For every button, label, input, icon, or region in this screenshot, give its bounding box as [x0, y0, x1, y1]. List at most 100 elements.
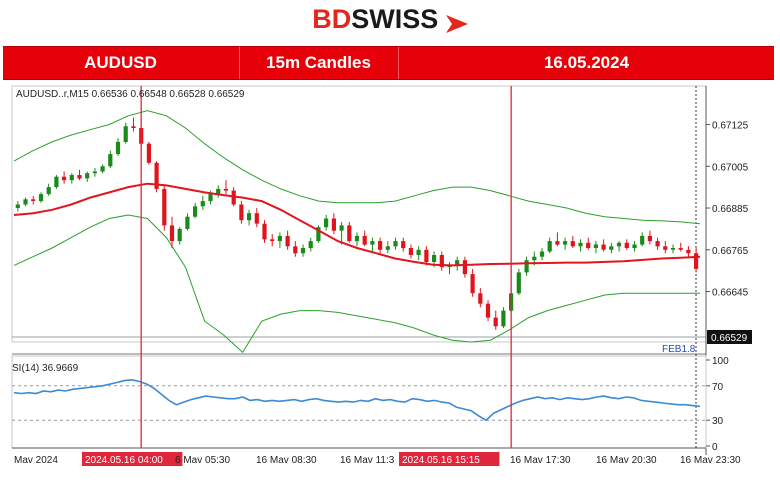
time-axis-label: 2024.05.16 15:15	[402, 455, 480, 466]
logo-bd: BD	[312, 4, 352, 34]
candle-body	[262, 223, 267, 240]
candle-body	[316, 227, 321, 242]
candle-body	[501, 310, 506, 327]
candle-body	[123, 126, 128, 142]
candle-body	[146, 143, 151, 163]
candle-body	[339, 225, 344, 231]
candle-body	[100, 166, 105, 172]
time-axis-label: 2024.05.16 04:00	[85, 455, 163, 466]
rsi-tick-label: 70	[712, 382, 724, 393]
candle-body	[254, 213, 259, 224]
candle-body	[46, 187, 51, 195]
candle-body	[23, 199, 28, 205]
time-axis-label: Mav 2024	[14, 455, 58, 466]
candle-body	[177, 228, 182, 242]
candle-body	[115, 141, 121, 155]
last-price-badge	[707, 330, 752, 344]
candle-body	[678, 248, 683, 250]
rsi-header: SI(14) 36.9669	[12, 363, 79, 374]
candle-body	[424, 249, 429, 262]
candle-body	[208, 194, 213, 202]
candle-body	[416, 249, 421, 255]
time-label-highlight	[399, 452, 500, 466]
main-plot-frame	[11, 85, 707, 343]
candle-body	[655, 241, 660, 247]
candle-body	[239, 204, 244, 221]
time-axis-label: 16 Mav 17:30	[510, 455, 571, 466]
rsi-plot-frame	[11, 355, 707, 449]
rsi-tick-label: 0	[712, 442, 718, 453]
logo-chevron-icon	[445, 14, 468, 33]
candle-body	[370, 241, 375, 245]
candle-body	[247, 213, 252, 221]
last-price-value: 0.66529	[711, 333, 748, 344]
candle-body	[92, 171, 97, 174]
time-axis-label: 16 Mav 23:30	[680, 455, 741, 466]
brand-logo: BDSWISS	[0, 4, 780, 36]
candle-body	[570, 241, 575, 247]
time-axis-label: 16 Mav 11:3	[340, 455, 395, 466]
header-banner: AUDUSD 15m Candles 16.05.2024	[3, 46, 774, 80]
timeframe-label: 15m Candles	[266, 53, 371, 72]
candle-body	[85, 173, 90, 179]
bollinger-lower-line	[13, 214, 700, 354]
candle-body	[193, 206, 198, 217]
candle-body	[285, 235, 290, 247]
candle-body	[632, 244, 637, 248]
price-tick-label: 0.66645	[712, 288, 749, 299]
candle-body	[324, 218, 329, 228]
candle-body	[15, 204, 20, 208]
time-axis-label: 16 Mav 08:30	[256, 455, 317, 466]
banner-divider	[239, 47, 240, 79]
bollinger-upper-line	[13, 110, 701, 225]
candle-body	[354, 235, 360, 242]
candle-body	[609, 246, 614, 250]
chart-header: AUDUSD..r,M15 0.66536 0.66548 0.66528 0.…	[16, 89, 245, 100]
rsi-line	[13, 378, 701, 422]
candle-body	[223, 188, 228, 191]
candle-body	[293, 246, 298, 254]
price-tick-label: 0.67125	[712, 121, 749, 132]
candle-body	[277, 235, 282, 242]
time-axis-label: 6 Mav 05:30	[175, 455, 230, 466]
price-tick-label: 0.66765	[712, 246, 749, 257]
candle-body	[270, 239, 275, 241]
candle-body	[169, 225, 175, 242]
candle-body	[462, 260, 467, 275]
candle-body	[640, 235, 645, 245]
candle-body	[401, 241, 406, 249]
candle-body	[408, 248, 413, 255]
candle-body	[694, 253, 699, 269]
candle-body	[200, 201, 205, 207]
candle-body	[439, 255, 444, 268]
candle-body	[563, 241, 568, 245]
candle-body	[663, 246, 668, 250]
candle-body	[547, 241, 552, 252]
rsi-tick-label: 100	[712, 356, 729, 367]
candle-body	[686, 249, 691, 254]
candle-body	[77, 175, 82, 179]
candle-body	[162, 188, 167, 226]
candle-body	[216, 188, 221, 195]
candle-body	[539, 251, 545, 257]
side-marker-label: FEB1.8	[662, 344, 696, 355]
candle-body	[308, 241, 313, 249]
candle-body	[108, 154, 113, 167]
candle-body	[455, 260, 460, 266]
logo-swiss: SWISS	[351, 4, 439, 34]
candle-body	[62, 176, 67, 181]
candle-body	[38, 194, 44, 202]
price-tick-label: 0.66885	[712, 204, 749, 215]
candle-body	[647, 235, 652, 242]
candle-body	[347, 225, 352, 242]
candle-body	[493, 317, 498, 327]
candle-body	[516, 272, 521, 294]
candle-body	[532, 256, 537, 261]
candle-body	[54, 176, 59, 188]
time-label-highlight	[82, 452, 183, 466]
candle-body	[485, 303, 491, 318]
candle-body	[385, 246, 390, 250]
candle-body	[393, 241, 398, 247]
candle-body	[331, 218, 336, 231]
candle-body	[470, 274, 475, 294]
